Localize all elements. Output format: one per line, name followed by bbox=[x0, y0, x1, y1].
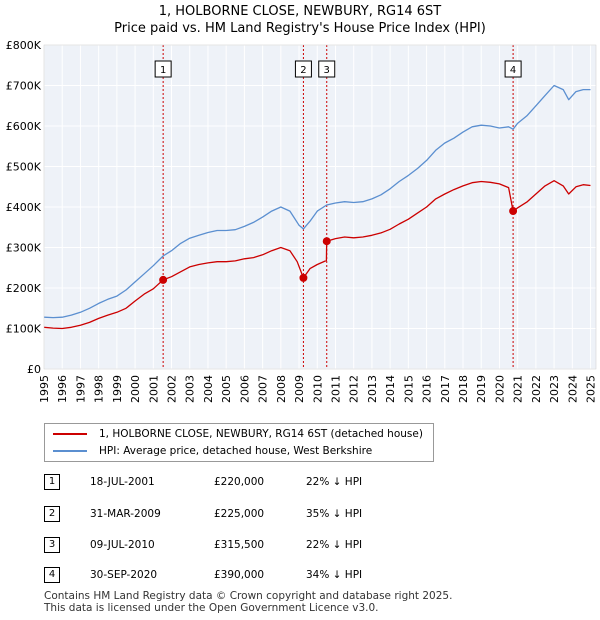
x-tick-label: 2006 bbox=[238, 375, 251, 403]
x-tick-label: 2016 bbox=[421, 375, 434, 403]
x-tick-label: 1999 bbox=[111, 375, 124, 403]
sale-number: 3 bbox=[44, 537, 60, 553]
sale-point bbox=[299, 273, 308, 282]
price-chart: £0 £100K £200K £300K £400K £500K £600K £700K £80… bbox=[6, 39, 598, 403]
y-tick-label: £100K bbox=[6, 323, 42, 336]
sale-row: 4 30-SEP-2020 £390,000 34% ↓ HPI bbox=[44, 567, 444, 583]
legend-swatch-property bbox=[53, 433, 87, 435]
sale-marker-label: 3 bbox=[324, 65, 330, 76]
sale-point bbox=[159, 275, 168, 284]
sale-point bbox=[322, 237, 331, 246]
sale-row: 2 31-MAR-2009 £225,000 35% ↓ HPI bbox=[44, 506, 444, 522]
x-tick-label: 2020 bbox=[493, 375, 506, 403]
x-tick-label: 1998 bbox=[93, 375, 106, 403]
y-tick-label: £600K bbox=[6, 120, 42, 133]
x-tick-label: 2005 bbox=[220, 375, 233, 403]
chart-title: 1, HOLBORNE CLOSE, NEWBURY, RG14 6ST Pri… bbox=[0, 3, 600, 37]
sale-price: £390,000 bbox=[214, 569, 265, 581]
sale-price: £220,000 bbox=[214, 476, 265, 488]
y-tick-label: £800K bbox=[6, 39, 42, 52]
sale-row: 1 18-JUL-2001 £220,000 22% ↓ HPI bbox=[44, 474, 444, 490]
x-tick-label: 2007 bbox=[257, 375, 270, 403]
x-tick-label: 2012 bbox=[348, 375, 361, 403]
sale-marker-label: 2 bbox=[300, 65, 306, 76]
legend-label-property: 1, HOLBORNE CLOSE, NEWBURY, RG14 6ST (de… bbox=[99, 428, 423, 440]
title-line-1: 1, HOLBORNE CLOSE, NEWBURY, RG14 6ST bbox=[158, 4, 442, 19]
sale-marker-label: 4 bbox=[510, 65, 516, 76]
legend: 1, HOLBORNE CLOSE, NEWBURY, RG14 6ST (de… bbox=[44, 423, 434, 462]
sale-hpi-diff: 34% ↓ HPI bbox=[306, 569, 363, 581]
x-tick-label: 2022 bbox=[530, 375, 543, 403]
sale-hpi-diff: 22% ↓ HPI bbox=[306, 539, 363, 551]
title-line-2: Price paid vs. HM Land Registry's House … bbox=[114, 21, 486, 36]
x-tick-label: 2024 bbox=[566, 375, 579, 403]
sale-date: 09-JUL-2010 bbox=[90, 539, 155, 551]
y-tick-label: £700K bbox=[6, 80, 42, 93]
x-tick-label: 2019 bbox=[475, 375, 488, 403]
legend-item-hpi: HPI: Average price, detached house, West… bbox=[53, 443, 372, 459]
x-tick-label: 2001 bbox=[147, 375, 160, 403]
sale-price: £225,000 bbox=[214, 508, 265, 520]
legend-item-property: 1, HOLBORNE CLOSE, NEWBURY, RG14 6ST (de… bbox=[53, 426, 423, 442]
x-tick-label: 2002 bbox=[166, 375, 179, 403]
sale-date: 31-MAR-2009 bbox=[90, 508, 161, 520]
y-tick-label: £0 bbox=[27, 363, 41, 376]
footer: Contains HM Land Registry data © Crown c… bbox=[44, 590, 452, 614]
x-tick-label: 2021 bbox=[512, 375, 525, 403]
x-tick-label: 1996 bbox=[56, 375, 69, 403]
x-tick-label: 2009 bbox=[293, 375, 306, 403]
y-tick-label: £500K bbox=[6, 161, 42, 174]
sale-point bbox=[509, 207, 518, 216]
sale-date: 18-JUL-2001 bbox=[90, 476, 155, 488]
x-tick-label: 2025 bbox=[585, 375, 598, 403]
x-tick-label: 2018 bbox=[457, 375, 470, 403]
sale-hpi-diff: 35% ↓ HPI bbox=[306, 508, 363, 520]
x-tick-label: 2000 bbox=[129, 375, 142, 403]
plot-border bbox=[43, 44, 597, 370]
y-tick-label: £200K bbox=[6, 282, 42, 295]
sale-number: 2 bbox=[44, 506, 60, 522]
x-tick-label: 2015 bbox=[402, 375, 415, 403]
hpi-line bbox=[43, 84, 591, 319]
x-tick-label: 2011 bbox=[329, 375, 342, 403]
sale-number: 4 bbox=[44, 567, 60, 583]
y-tick-label: £400K bbox=[6, 201, 42, 214]
legend-label-hpi: HPI: Average price, detached house, West… bbox=[99, 445, 373, 457]
footer-licence: This data is licensed under the Open Gov… bbox=[44, 602, 379, 614]
sale-row: 3 09-JUL-2010 £315,500 22% ↓ HPI bbox=[44, 537, 444, 553]
x-tick-label: 1997 bbox=[74, 375, 87, 403]
sale-marker-box bbox=[294, 60, 312, 78]
sale-marker-label: 1 bbox=[160, 65, 166, 76]
sale-marker-box bbox=[154, 60, 172, 78]
footer-copyright: Contains HM Land Registry data © Crown c… bbox=[44, 590, 453, 602]
sale-marker-box bbox=[318, 60, 336, 78]
x-tick-label: 1995 bbox=[38, 375, 51, 403]
x-tick-label: 2014 bbox=[384, 375, 397, 403]
sale-number: 1 bbox=[44, 474, 60, 490]
y-tick-label: £300K bbox=[6, 242, 42, 255]
x-tick-label: 2003 bbox=[184, 375, 197, 403]
legend-swatch-hpi bbox=[53, 450, 87, 452]
sale-marker-box bbox=[504, 60, 522, 78]
x-tick-label: 2013 bbox=[366, 375, 379, 403]
sale-price: £315,500 bbox=[214, 539, 265, 551]
property-price-line bbox=[43, 180, 591, 330]
x-tick-label: 2008 bbox=[275, 375, 288, 403]
x-tick-label: 2023 bbox=[548, 375, 561, 403]
sale-hpi-diff: 22% ↓ HPI bbox=[306, 476, 363, 488]
x-tick-label: 2010 bbox=[311, 375, 324, 403]
x-tick-label: 2004 bbox=[202, 375, 215, 403]
x-tick-label: 2017 bbox=[439, 375, 452, 403]
sale-date: 30-SEP-2020 bbox=[90, 569, 158, 581]
